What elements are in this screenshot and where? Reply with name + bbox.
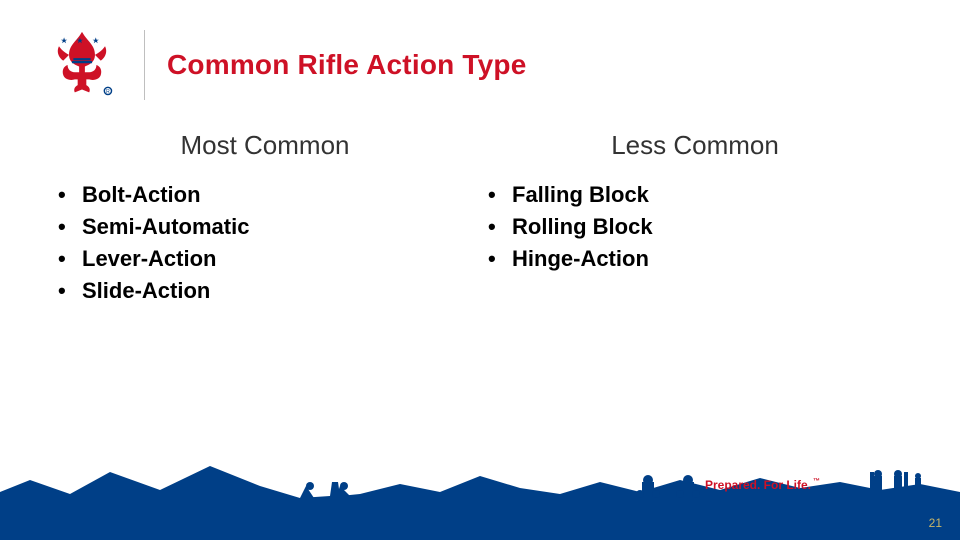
list-item: Semi-Automatic — [56, 211, 480, 243]
column-heading: Less Common — [480, 130, 910, 161]
list-item: Falling Block — [486, 179, 910, 211]
column-right: Less Common Falling Block Rolling Block … — [480, 130, 910, 307]
bullet-list: Bolt-Action Semi-Automatic Lever-Action … — [50, 179, 480, 307]
slide-header: R Common Rifle Action Type — [38, 28, 922, 102]
trademark-symbol: ™ — [813, 478, 820, 485]
list-item: Lever-Action — [56, 243, 480, 275]
page-number: 21 — [929, 516, 942, 530]
slide: R Common Rifle Action Type Most Common B… — [0, 0, 960, 540]
fleur-de-lis-icon: R — [40, 29, 124, 101]
bsa-logo: R — [38, 27, 126, 103]
footer-bar — [0, 498, 960, 540]
list-item: Rolling Block — [486, 211, 910, 243]
svg-text:R: R — [106, 89, 110, 95]
list-item: Slide-Action — [56, 275, 480, 307]
slogan: Prepared. For Life.™ — [705, 478, 820, 492]
bullet-list: Falling Block Rolling Block Hinge-Action — [480, 179, 910, 275]
footer: Prepared. For Life.™ 21 — [0, 430, 960, 540]
list-item: Bolt-Action — [56, 179, 480, 211]
slide-title: Common Rifle Action Type — [167, 49, 526, 81]
list-item: Hinge-Action — [486, 243, 910, 275]
content-area: Most Common Bolt-Action Semi-Automatic L… — [50, 130, 910, 307]
header-divider — [144, 30, 145, 100]
slogan-text: Prepared. For Life. — [705, 478, 811, 492]
column-heading: Most Common — [50, 130, 480, 161]
column-left: Most Common Bolt-Action Semi-Automatic L… — [50, 130, 480, 307]
